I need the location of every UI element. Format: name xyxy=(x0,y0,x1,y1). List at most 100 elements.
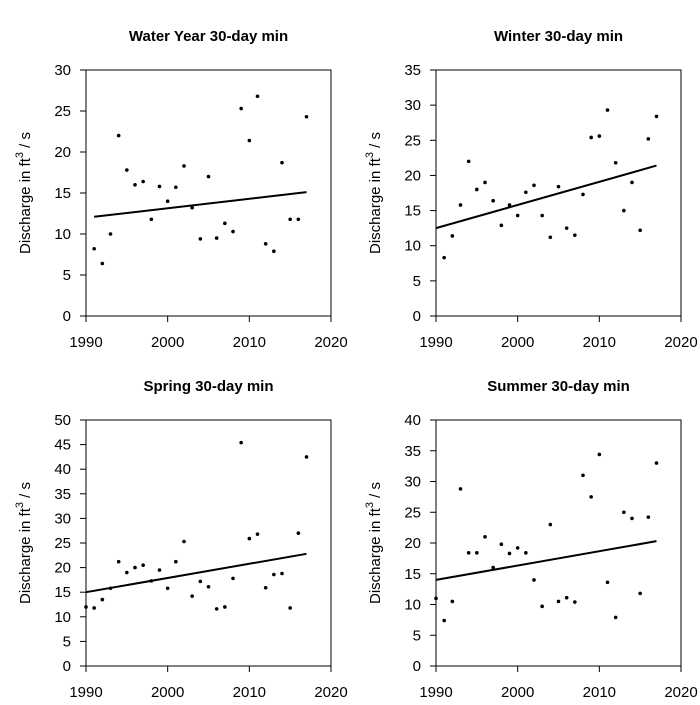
data-point xyxy=(515,213,520,218)
data-point xyxy=(141,179,145,184)
data-point xyxy=(605,580,610,585)
data-point xyxy=(499,223,504,228)
y-tick-label: 10 xyxy=(54,609,71,626)
data-point xyxy=(458,487,463,491)
data-point xyxy=(450,234,455,238)
chart-panel-2: Winter 30-day min 0 5 10 15 20 25 30 35 1990 2000 2… xyxy=(364,28,698,351)
y-tick-label: 25 xyxy=(54,535,71,552)
data-point xyxy=(483,535,487,539)
data-point xyxy=(165,586,170,591)
y-tick-label: 35 xyxy=(404,443,421,460)
y-tick-label: 15 xyxy=(54,584,71,601)
y-tick-label: 20 xyxy=(404,535,421,552)
y-tick-label: 5 xyxy=(63,633,71,650)
data-point xyxy=(190,594,194,598)
x-tick-label: 2000 xyxy=(501,334,534,351)
x-tick-label: 2010 xyxy=(583,334,616,351)
x-tick-label: 2000 xyxy=(501,684,534,700)
data-point xyxy=(247,138,252,143)
data-point xyxy=(92,606,96,610)
data-point xyxy=(524,551,528,555)
data-point xyxy=(231,229,235,234)
data-point xyxy=(564,595,569,600)
x-tick-label: 2020 xyxy=(664,334,697,351)
y-tick-label: 15 xyxy=(404,566,421,583)
data-point xyxy=(288,606,292,610)
data-point xyxy=(646,137,651,141)
chart-panel-3: Spring 30-day min 0 5 10 15 20 25 30 35 40 45 50 199… xyxy=(14,378,348,701)
data-point xyxy=(255,94,260,99)
data-point xyxy=(442,618,446,623)
data-point xyxy=(288,217,292,222)
data-point xyxy=(255,532,260,536)
data-point xyxy=(223,605,227,609)
data-point xyxy=(581,192,585,197)
data-point xyxy=(239,106,243,111)
data-point xyxy=(263,585,268,590)
y-tick-label: 30 xyxy=(54,510,71,527)
y-tick-label: 20 xyxy=(54,144,71,161)
data-point xyxy=(116,559,121,564)
y-tick-label: 25 xyxy=(404,504,421,521)
y-tick-label: 30 xyxy=(54,62,71,79)
data-point xyxy=(263,242,268,246)
y-tick-label: 0 xyxy=(63,658,71,675)
y-tick-label: 40 xyxy=(54,461,71,478)
x-tick-label: 2020 xyxy=(664,684,697,700)
data-point xyxy=(450,599,455,604)
data-point xyxy=(214,607,219,611)
data-point xyxy=(507,203,512,207)
data-point xyxy=(475,187,479,192)
data-point xyxy=(206,174,211,179)
data-point xyxy=(434,596,438,601)
data-point xyxy=(573,600,577,604)
data-point xyxy=(157,184,162,189)
data-point xyxy=(613,615,618,620)
chart-panel-4: Summer 30-day min 0 5 10 15 20 25 30 35 40 1990 200… xyxy=(364,378,698,701)
data-point xyxy=(613,160,618,165)
data-point xyxy=(475,551,479,555)
y-tick-label: 50 xyxy=(54,412,71,429)
y-tick-label: 35 xyxy=(404,62,421,79)
data-point xyxy=(214,236,219,240)
data-point xyxy=(548,235,553,240)
y-tick-label: 15 xyxy=(404,203,421,220)
data-point xyxy=(548,522,553,527)
data-point xyxy=(198,579,203,584)
x-tick-label: 2000 xyxy=(151,334,184,351)
chart-title: Water Year 30-day min xyxy=(129,28,288,45)
trend-line xyxy=(85,552,307,594)
data-point xyxy=(174,185,178,190)
data-point xyxy=(638,228,642,233)
chart-title: Spring 30-day min xyxy=(143,378,273,395)
data-point xyxy=(149,217,154,222)
data-point xyxy=(165,199,170,203)
x-tick-label: 1990 xyxy=(419,334,452,351)
x-tick-label: 2010 xyxy=(233,684,266,700)
data-point xyxy=(507,551,512,556)
y-tick-label: 20 xyxy=(404,167,421,184)
x-tick-label: 2020 xyxy=(314,334,347,351)
data-point xyxy=(564,226,569,230)
data-point xyxy=(84,605,88,609)
data-point xyxy=(646,515,651,519)
y-tick-label: 0 xyxy=(413,308,421,325)
data-point xyxy=(100,261,105,266)
y-tick-label: 15 xyxy=(54,185,71,202)
data-point xyxy=(654,461,659,465)
data-point xyxy=(272,249,276,254)
x-tick-label: 1990 xyxy=(69,684,102,700)
data-point xyxy=(573,233,577,237)
data-point xyxy=(198,237,203,241)
y-tick-label: 0 xyxy=(63,308,71,325)
y-tick-label: 30 xyxy=(404,474,421,491)
x-tick-label: 2010 xyxy=(583,684,616,700)
trend-line xyxy=(435,164,657,230)
data-point xyxy=(540,604,544,609)
y-tick-label: 5 xyxy=(63,267,71,284)
data-point xyxy=(654,114,659,119)
data-point xyxy=(280,571,284,576)
data-point xyxy=(638,591,642,596)
data-point xyxy=(597,134,602,138)
